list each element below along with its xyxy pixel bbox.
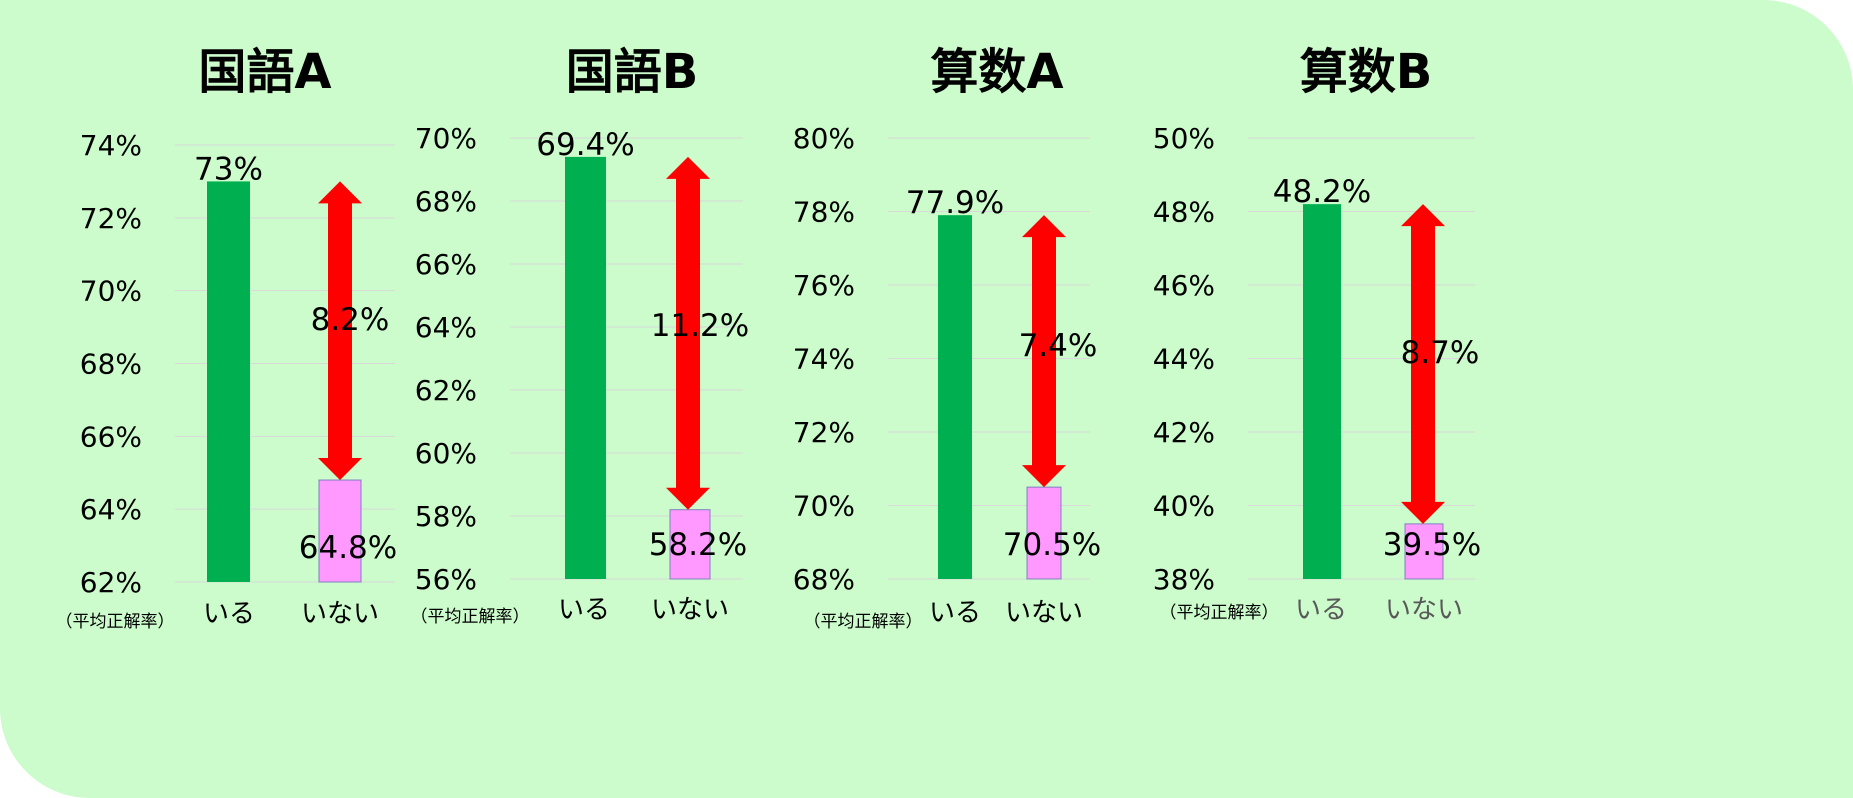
bar-iru: [1303, 204, 1341, 579]
axis-unit-label: （平均正解率）: [804, 612, 923, 632]
chart-1: 国語A 62% 64% 66% 68% 70% 72% 74% 73% 64.8% 8.2% いる いな…: [56, 44, 398, 632]
value-label: 58.2%: [649, 527, 747, 563]
category-label: いる: [558, 595, 610, 625]
chart-2: 国語B 56% 58% 60% 62% 64% 66% 68% 70% 69.4% 58.2% 11.…: [411, 44, 750, 627]
y-tick-label: 48%: [1153, 196, 1215, 229]
value-label: 73%: [194, 151, 263, 187]
chart-title: 算数B: [1300, 44, 1433, 100]
chart-3: 算数A 68% 70% 72% 74% 76% 78% 80% 77.9% 70.5% 7.4% いる…: [793, 44, 1101, 632]
bar-inai: [1404, 523, 1444, 580]
y-tick-label: 58%: [415, 500, 477, 533]
y-tick-label: 76%: [793, 269, 855, 302]
difference-arrow: [1401, 204, 1445, 524]
y-tick-label: 74%: [793, 343, 855, 376]
difference-label: 7.4%: [1019, 328, 1098, 364]
bar-inai: [669, 509, 711, 580]
category-label: いない: [1005, 598, 1083, 628]
y-tick-label: 68%: [793, 563, 855, 596]
y-tick-label: 80%: [793, 122, 855, 155]
bar-iru: [938, 215, 972, 580]
y-tick-label: 66%: [415, 248, 477, 281]
category-label: いない: [1385, 595, 1463, 625]
difference-label: 11.2%: [651, 308, 749, 344]
y-tick-label: 70%: [415, 122, 477, 155]
bar-iru: [207, 181, 250, 582]
value-label: 70.5%: [1003, 527, 1101, 563]
value-label: 48.2%: [1273, 174, 1371, 210]
category-label: いない: [301, 599, 379, 629]
value-label: 64.8%: [299, 530, 397, 566]
y-tick-label: 46%: [1153, 269, 1215, 302]
y-tick-label: 60%: [415, 437, 477, 470]
axis-unit-label: （平均正解率）: [411, 607, 530, 627]
y-tick-label: 56%: [415, 563, 477, 596]
value-label: 39.5%: [1383, 527, 1481, 563]
difference-arrow: [666, 156, 710, 510]
difference-arrow: [318, 181, 362, 481]
y-tick-label: 42%: [1153, 416, 1215, 449]
chart-title: 算数A: [930, 44, 1063, 100]
category-label: いる: [929, 598, 981, 628]
axis-unit-label: （平均正解率）: [56, 612, 175, 632]
y-tick-label: 44%: [1153, 343, 1215, 376]
y-tick-label: 74%: [80, 129, 142, 162]
chart-4: 算数B 38% 40% 42% 44% 46% 48% 50% 48.2% 39.5% 8.7% いる…: [1153, 44, 1481, 625]
value-label: 69.4%: [536, 127, 634, 163]
bar-inai: [318, 479, 362, 583]
difference-label: 8.7%: [1401, 335, 1480, 371]
y-tick-label: 70%: [793, 490, 855, 523]
y-tick-label: 64%: [415, 311, 477, 344]
y-tick-label: 62%: [415, 374, 477, 407]
y-tick-label: 72%: [80, 202, 142, 235]
category-label: いない: [651, 595, 729, 625]
y-tick-label: 68%: [80, 348, 142, 381]
category-label: いる: [1295, 595, 1347, 625]
y-tick-label: 38%: [1153, 563, 1215, 596]
y-tick-label: 78%: [793, 196, 855, 229]
value-label: 77.9%: [906, 185, 1004, 221]
y-tick-label: 68%: [415, 185, 477, 218]
category-label: いる: [203, 599, 255, 629]
y-tick-label: 62%: [80, 566, 142, 599]
y-tick-label: 66%: [80, 420, 142, 453]
y-tick-label: 70%: [80, 275, 142, 308]
y-tick-label: 64%: [80, 493, 142, 526]
chart-title: 国語A: [198, 44, 331, 100]
difference-arrow: [1022, 215, 1066, 488]
bar-iru: [565, 156, 606, 579]
y-tick-label: 50%: [1153, 122, 1215, 155]
y-tick-label: 72%: [793, 416, 855, 449]
bar-inai: [1026, 486, 1062, 580]
difference-label: 8.2%: [311, 302, 390, 338]
axis-unit-label: （平均正解率）: [1160, 603, 1279, 623]
y-tick-label: 40%: [1153, 490, 1215, 523]
chart-title: 国語B: [566, 44, 699, 100]
